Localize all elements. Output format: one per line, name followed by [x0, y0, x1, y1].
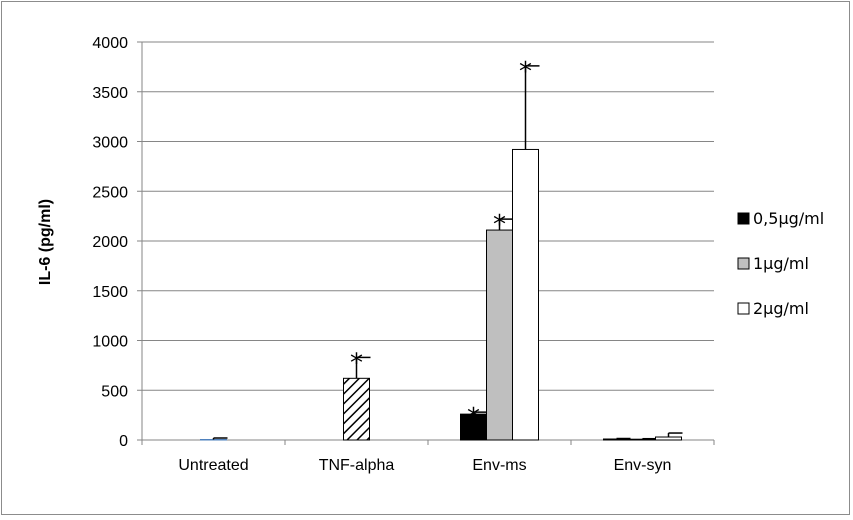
legend-label: 0,5µg/ml — [753, 209, 824, 228]
significance-star: * — [493, 210, 506, 240]
y-tick-label: 3500 — [92, 85, 128, 102]
y-axis-label: IL-6 (pg/ml) — [37, 199, 54, 285]
y-tick-label: 3000 — [92, 135, 128, 152]
legend-label: 1µg/ml — [753, 254, 809, 273]
significance-star: * — [519, 57, 532, 87]
bar — [655, 436, 682, 441]
axes — [137, 41, 715, 445]
y-tick-label: 500 — [101, 383, 128, 400]
x-tick-label: Env-syn — [614, 457, 672, 474]
legend-swatch — [737, 302, 750, 315]
bar — [343, 377, 370, 441]
bar — [486, 229, 513, 441]
bar — [512, 148, 539, 441]
y-tick-label: 0 — [119, 433, 128, 450]
significance-star: * — [467, 403, 480, 433]
significance-star: * — [350, 348, 363, 378]
y-tick-label: 2000 — [92, 234, 128, 251]
legend-swatch — [737, 257, 750, 270]
y-tick-label: 1000 — [92, 334, 128, 351]
tick-labels: 0 500 1000 1500 2000 2500 3000 3500 4000 Untreate… — [92, 35, 671, 474]
x-tick-label: Untreated — [178, 457, 248, 474]
y-tick-label: 4000 — [92, 35, 128, 52]
legend: 0,5µg/ml 1µg/ml 2µg/ml — [737, 209, 824, 318]
bars: * * * * — [200, 57, 683, 441]
gridlines — [142, 41, 714, 391]
y-tick-label: 1500 — [92, 284, 128, 301]
legend-label: 2µg/ml — [753, 299, 809, 318]
x-tick-label: TNF-alpha — [319, 457, 395, 474]
legend-swatch — [737, 212, 750, 225]
bar — [460, 413, 487, 441]
bar — [200, 439, 227, 441]
x-tick-label: Env-ms — [472, 457, 526, 474]
y-tick-label: 2500 — [92, 184, 128, 201]
